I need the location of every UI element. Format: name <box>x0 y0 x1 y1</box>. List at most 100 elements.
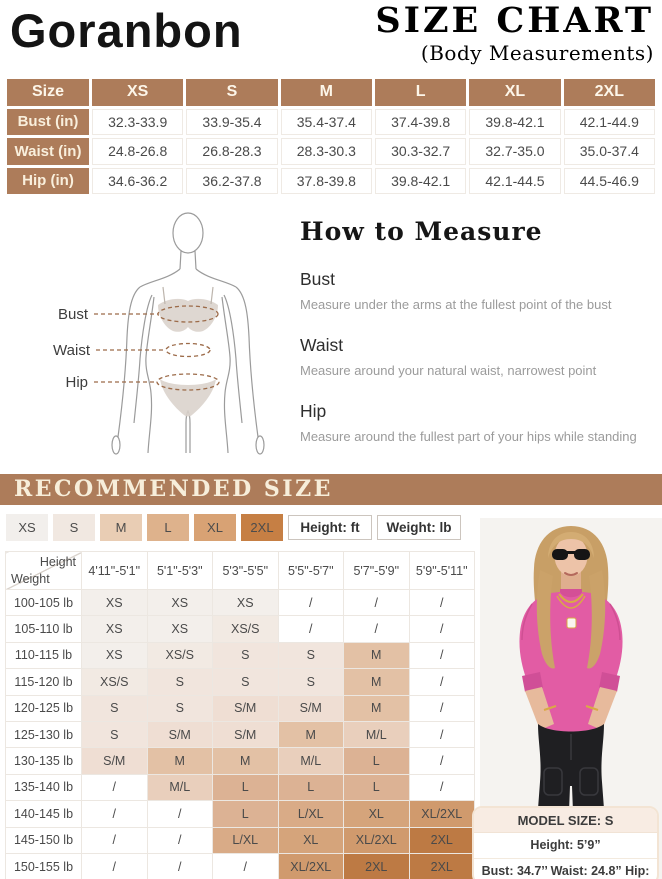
matrix-size-cell: / <box>146 826 213 854</box>
matrix-size-cell: / <box>408 641 475 670</box>
size-swatch-xl: XL <box>194 514 236 541</box>
size-value-cell: 32.3-33.9 <box>92 108 184 135</box>
model-height: Height: 5’9” <box>530 838 601 852</box>
matrix-size-cell: S <box>277 641 344 670</box>
matrix-size-cell: XS/S <box>146 641 213 670</box>
model-info-card: MODEL SIZE: S Height: 5’9” Bust: 34.7’’ … <box>472 806 659 879</box>
matrix-size-cell: S <box>81 694 148 722</box>
matrix-size-cell: M <box>146 747 213 775</box>
matrix-size-cell: XS <box>146 588 213 617</box>
matrix-size-cell: XL <box>343 800 410 828</box>
measure-item-desc: Measure under the arms at the fullest po… <box>300 297 612 312</box>
body-measure-diagram: Bust Waist Hip <box>0 207 300 459</box>
hip-ellipse <box>156 373 220 391</box>
panty-shape <box>160 379 216 417</box>
matrix-size-cell: / <box>343 588 410 617</box>
size-value-cell: 35.4-37.4 <box>280 108 372 135</box>
matrix-size-cell: S <box>277 668 344 696</box>
matrix-size-cell: S/M <box>81 747 148 775</box>
matrix-size-cell: L <box>212 800 279 828</box>
size-swatch-l: L <box>147 514 189 541</box>
matrix-row: 135-140 lb / M/L L L L / <box>5 773 475 802</box>
matrix-weight-label: 140-145 lb <box>5 800 82 828</box>
matrix-size-cell: / <box>408 668 475 696</box>
matrix-size-cell: M <box>212 747 279 775</box>
matrix-size-cell: M/L <box>146 773 213 802</box>
matrix-size-cell: / <box>408 773 475 802</box>
diagram-bust-label: Bust <box>58 306 89 323</box>
matrix-size-cell: / <box>212 852 279 879</box>
matrix-size-cell: XS <box>81 588 148 617</box>
size-row-label: Waist (in) <box>7 138 89 165</box>
diagram-hip-label: Hip <box>65 374 88 391</box>
matrix-size-cell: 2XL <box>408 852 475 879</box>
brand-logo: Goranbon <box>10 4 243 57</box>
matrix-size-cell: XS/S <box>212 615 279 643</box>
matrix-weight-label: 150-155 lb <box>5 852 82 879</box>
matrix-size-cell: XS <box>81 615 148 643</box>
size-value-cell: 28.3-30.3 <box>280 138 372 165</box>
matrix-size-cell: / <box>277 615 344 643</box>
matrix-corner-height-label: Height <box>39 555 76 569</box>
sunglasses <box>552 549 568 560</box>
body-measurements-table: Size XS S M L XL 2XL Bust (in) 32.3-33.9 33.9-35… <box>4 76 658 197</box>
body-figure-svg: Bust Waist Hip <box>53 212 265 455</box>
matrix-size-cell: 2XL <box>408 826 475 854</box>
matrix-height-col-header: 4'11"-5'1" <box>81 551 148 590</box>
size-table-row: Bust (in) 32.3-33.9 33.9-35.4 35.4-37.4 37.4… <box>7 108 655 135</box>
matrix-size-cell: / <box>277 588 344 617</box>
matrix-size-cell: L <box>343 773 410 802</box>
matrix-size-cell: / <box>343 615 410 643</box>
size-value-cell: 37.8-39.8 <box>280 167 372 194</box>
waist-ellipse <box>165 342 211 358</box>
size-swatch-m: M <box>100 514 142 541</box>
measure-item-name: Waist <box>300 335 344 355</box>
size-swatch-xs: XS <box>6 514 48 541</box>
measure-item: Waist Measure around your natural waist, … <box>300 335 648 378</box>
size-col-header: L <box>374 79 467 106</box>
matrix-size-cell: / <box>146 800 213 828</box>
page-subtitle: (Body Measurements) <box>420 40 654 65</box>
matrix-row: 100-105 lb XS XS XS / / / <box>5 588 475 617</box>
matrix-size-cell: M <box>343 694 410 722</box>
size-table-row: Waist (in) 24.8-26.8 26.8-28.3 28.3-30.3 30.… <box>7 138 655 165</box>
unit-box: Height: ft <box>288 515 372 540</box>
size-value-cell: 36.2-37.8 <box>186 167 278 194</box>
matrix-size-cell: XL <box>277 826 344 854</box>
matrix-height-col-header: 5'7"-5'9" <box>343 551 410 590</box>
matrix-size-cell: / <box>408 588 475 617</box>
matrix-size-cell: M <box>277 720 344 749</box>
matrix-weight-label: 100-105 lb <box>5 588 82 617</box>
size-value-cell: 44.5-46.9 <box>563 167 655 194</box>
matrix-height-col-header: 5'5"-5'7" <box>277 551 344 590</box>
matrix-size-cell: / <box>408 720 475 749</box>
matrix-size-cell: L/XL <box>212 826 279 854</box>
size-value-cell: 35.0-37.4 <box>563 138 655 165</box>
size-row-label: Bust (in) <box>7 108 89 135</box>
size-value-cell: 34.6-36.2 <box>92 167 184 194</box>
matrix-size-cell: M/L <box>343 720 410 749</box>
diagram-waist-label: Waist <box>53 342 91 359</box>
measure-item-name: Bust <box>300 269 336 289</box>
matrix-row: 140-145 lb / / L L/XL XL XL/2XL <box>5 800 475 828</box>
matrix-height-col-header: 5'3"-5'5" <box>212 551 279 590</box>
matrix-size-cell: XL/2XL <box>343 826 410 854</box>
title-block: SIZE CHART (Body Measurements) <box>375 1 654 65</box>
size-col-header: XS <box>92 79 184 106</box>
measure-item: Bust Measure under the arms at the fulles… <box>300 269 648 312</box>
matrix-row: 110-115 lb XS XS/S S S M / <box>5 641 475 670</box>
matrix-weight-label: 145-150 lb <box>5 826 82 854</box>
measure-item-desc: Measure around your natural waist, narro… <box>300 363 597 378</box>
matrix-size-cell: L/XL <box>277 800 344 828</box>
matrix-size-cell: XL/2XL <box>408 800 475 828</box>
matrix-size-cell: / <box>408 694 475 722</box>
how-to-measure-title: How to Measure <box>300 217 543 246</box>
matrix-size-cell: 2XL <box>343 852 410 879</box>
matrix-size-cell: XL/2XL <box>277 852 344 879</box>
size-value-cell: 39.8-42.1 <box>374 167 467 194</box>
recommended-size-section: XS S M L XL 2XL Height: ft Weight: lb Height Wei… <box>0 514 662 879</box>
size-swatch-2xl: 2XL <box>241 514 283 541</box>
recommended-size-matrix: Height Weight 4'11"-5'1" 5'1"-5'3" 5'3"-5'5"… <box>5 551 475 879</box>
measure-item: Hip Measure around the fullest part of yo… <box>300 401 648 444</box>
